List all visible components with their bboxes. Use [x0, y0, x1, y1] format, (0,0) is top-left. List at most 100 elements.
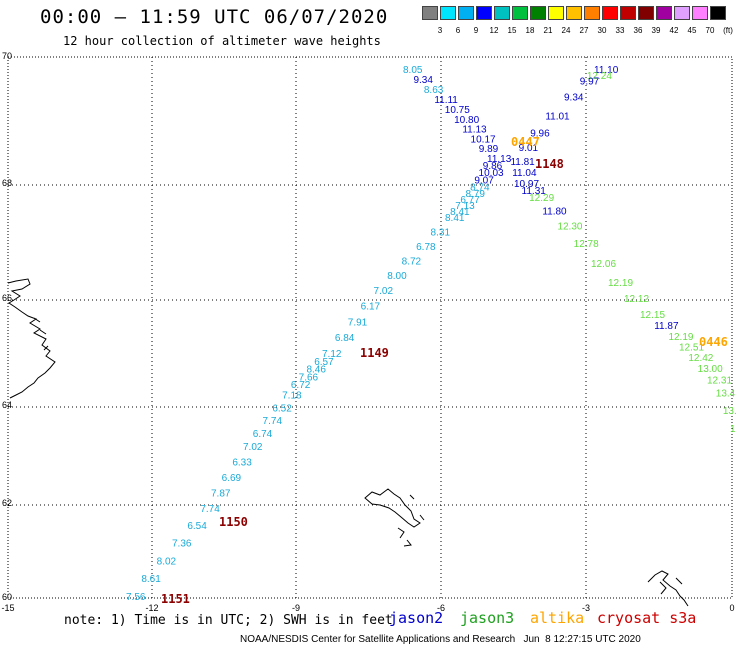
- page-title: 00:00 – 11:59 UTC 06/07/2020: [40, 6, 389, 28]
- lat-tick-label: 64: [2, 400, 12, 410]
- legend-label: 45: [687, 26, 697, 35]
- swh-observation: 7.18: [282, 390, 302, 401]
- coastlines: [7, 278, 689, 607]
- pass-time-label: 1149: [360, 346, 389, 360]
- swh-observation: 12.29: [529, 193, 554, 204]
- legend-swatch: [422, 6, 438, 20]
- swh-observation: 8.72: [402, 256, 422, 267]
- swh-observation: 1: [730, 424, 736, 435]
- legend-label: 12: [489, 26, 499, 35]
- swh-observation: 6.54: [187, 521, 207, 532]
- swh-observation: 6.52: [272, 403, 292, 414]
- swh-observation: 7.02: [243, 442, 263, 453]
- swh-observation: 12.24: [587, 71, 612, 82]
- pass-time-label: 1151: [161, 592, 190, 606]
- swh-observation: 11.13: [462, 125, 487, 136]
- swh-observation: 7.87: [211, 489, 231, 500]
- legend-swatch: [494, 6, 510, 20]
- swh-observation: 7.56: [126, 592, 146, 603]
- swh-observation: 7.74: [200, 504, 220, 515]
- lat-tick-label: 60: [2, 592, 12, 602]
- pass-time-label: 1148: [535, 157, 564, 171]
- lon-tick-label: -3: [582, 603, 590, 613]
- swh-observation: 9.86: [483, 161, 503, 172]
- swh-observation: 12.12: [624, 294, 649, 305]
- swh-observation: 11.04: [512, 168, 537, 179]
- swh-observation: 12.06: [591, 259, 616, 270]
- pass-time-label: 0446: [699, 335, 728, 349]
- swh-observation: 6.57: [314, 357, 334, 368]
- lon-tick-label: -9: [292, 603, 300, 613]
- legend-swatch: [548, 6, 564, 20]
- legend-altika: altika: [530, 609, 585, 627]
- swh-observation: 6.77: [460, 195, 480, 206]
- swh-observation: 9.34: [564, 92, 584, 103]
- legend-label: 27: [579, 26, 589, 35]
- swh-observation: 8.02: [157, 556, 177, 567]
- swh-observation: 7.36: [172, 539, 192, 550]
- lat-tick-label: 66: [2, 293, 12, 303]
- legend-swatch: [638, 6, 654, 20]
- swh-observation: 11.11: [434, 95, 458, 106]
- credit-line: NOAA/NESDIS Center for Satellite Applica…: [240, 634, 641, 645]
- altimeter-tracks: 8.059.348.6311.1110.7510.8011.1310.179.8…: [126, 65, 737, 606]
- legend-swatch: [476, 6, 492, 20]
- swh-observation: 11.13: [487, 154, 512, 165]
- axis-tick-labels: -15 -12 -9 -6 -3 0 70 68 66 64 62 60: [1, 51, 734, 613]
- swh-observation: 12.51: [679, 343, 704, 354]
- swh-observation: 6.17: [361, 302, 381, 313]
- legend-label: 24: [561, 26, 571, 35]
- legend-label: 6: [455, 26, 461, 35]
- legend-swatch: [440, 6, 456, 20]
- legend-swatch: [656, 6, 672, 20]
- swh-observation: 12.30: [557, 221, 582, 232]
- lat-tick-label: 70: [2, 51, 12, 61]
- swh-observation: 7.13: [455, 201, 475, 212]
- legend-swatch: [566, 6, 582, 20]
- map-frame: [7, 56, 733, 599]
- swh-observation: 9.01: [519, 143, 539, 154]
- legend-swatch: [584, 6, 600, 20]
- swh-observation: 6.78: [416, 242, 436, 253]
- swh-observation: 11.31: [522, 186, 547, 197]
- swh-observation: 11.10: [594, 65, 619, 76]
- legend-jason3: jason3: [460, 609, 515, 627]
- shetland-islands: [647, 570, 689, 607]
- swh-observation: 7.74: [263, 416, 283, 427]
- pass-time-label: 1150: [219, 515, 248, 529]
- legend-cryosat-s3a: cryosat s3a: [597, 609, 697, 627]
- lat-tick-label: 62: [2, 498, 12, 508]
- swh-observation: 6.69: [222, 473, 242, 484]
- swh-observation: 13.: [723, 406, 737, 417]
- legend-swatch: [458, 6, 474, 20]
- swh-observation: 10.17: [471, 134, 496, 145]
- swh-observation: 6.72: [291, 380, 311, 391]
- swh-observation: 10.75: [445, 105, 470, 116]
- swh-observation: 8.63: [424, 85, 444, 96]
- swh-observation: 10.03: [479, 168, 504, 179]
- swh-observation: 12.15: [640, 310, 665, 321]
- legend-swatch: [530, 6, 546, 20]
- swh-observation: 12.19: [608, 278, 633, 289]
- swh-observation: 12.31: [707, 375, 732, 386]
- legend-label: 39: [651, 26, 661, 35]
- lon-tick-label: -12: [145, 603, 158, 613]
- legend-label: (ft): [723, 26, 733, 35]
- swh-observation: 9.34: [413, 75, 433, 86]
- swh-observation: 7.12: [322, 349, 342, 360]
- swh-observation: 9.97: [580, 77, 600, 88]
- legend-swatch: [512, 6, 528, 20]
- legend-jason2: jason2: [389, 609, 444, 627]
- swh-observation: 11.01: [545, 111, 570, 122]
- legend-swatch: [674, 6, 690, 20]
- legend-label: 30: [597, 26, 607, 35]
- legend-label: 36: [633, 26, 643, 35]
- swh-observation: 8.46: [306, 365, 326, 376]
- greenland-coast: [7, 278, 56, 399]
- swh-observation: 9.89: [479, 144, 499, 155]
- swh-observation: 8.74: [470, 182, 490, 193]
- legend-label: 21: [543, 26, 553, 35]
- swh-observation: 6.84: [335, 333, 355, 344]
- lon-tick-label: -6: [437, 603, 445, 613]
